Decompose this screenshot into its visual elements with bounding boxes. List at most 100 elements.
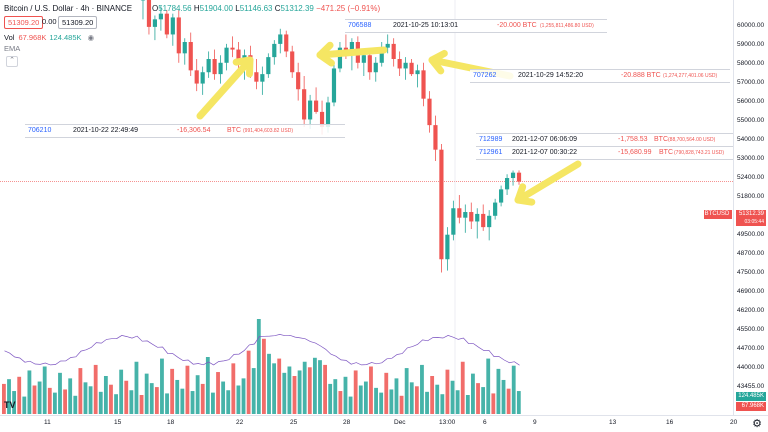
volume-value-2: 124.485K — [49, 33, 82, 42]
trade-time: 2021-12-07 06:06:09 — [512, 136, 577, 143]
symbol-title[interactable]: Bitcoin / U.S. Dollar · 4h · BINANCE — [4, 4, 134, 13]
annotation-arrow-1-head — [232, 56, 254, 78]
volume-bar — [195, 375, 200, 414]
high-value: 51904.00 — [199, 4, 233, 13]
volume-bar — [78, 368, 83, 414]
volume-bar — [185, 365, 190, 414]
candle-body — [349, 42, 354, 54]
time-axis[interactable]: 11 15 18 22 25 28 Dec 13:00 6 9 13 16 20 — [0, 415, 768, 432]
price-tick: 44000.00 — [737, 364, 765, 371]
volume-bar — [52, 392, 57, 414]
price-tick: 56000.00 — [737, 98, 765, 105]
candle-body — [302, 89, 307, 120]
volume-bar — [114, 394, 118, 414]
sell-price-box[interactable]: 51309.20 — [4, 16, 44, 29]
volume-bar — [414, 386, 419, 414]
low-value: 51146.63 — [239, 4, 273, 13]
candle-body — [176, 17, 181, 54]
annotation-arrow-4 — [514, 160, 582, 204]
candle-body — [391, 43, 396, 60]
volume-bar — [149, 383, 154, 414]
eye-icon[interactable]: ◉ — [87, 33, 95, 42]
candle-body — [481, 213, 486, 228]
volume-bar — [7, 379, 11, 414]
close-value: 51312.39 — [280, 4, 314, 13]
volume-value-1: 67.968K — [18, 33, 47, 42]
candle-body — [409, 62, 414, 75]
volume-bar — [363, 381, 368, 414]
volume-bar — [2, 383, 6, 414]
trade-id: 706588 — [348, 22, 372, 29]
annotation-arrow-2 — [316, 46, 388, 59]
volume-bar — [384, 372, 389, 414]
candle-body — [290, 51, 295, 73]
volume-bar — [231, 363, 236, 414]
time-tick: 28 — [343, 419, 351, 426]
time-tick: 13:00 — [439, 419, 456, 426]
ohlc-legend: O51784.56 H51904.00 L51146.63 C51312.39 … — [152, 4, 380, 13]
candle-body — [158, 13, 163, 20]
trade-id: 712961 — [479, 149, 503, 156]
candle-body — [397, 59, 402, 69]
volume-bar — [251, 368, 256, 414]
volume-bar — [256, 319, 261, 414]
volume-bar — [277, 358, 282, 414]
volume-bar — [93, 364, 98, 414]
ema-line — [4, 334, 520, 366]
price-tick: 55000.00 — [737, 117, 765, 124]
volume-bar — [226, 390, 231, 414]
volume-bar — [103, 376, 108, 414]
chevron-up-icon: ⌃ — [9, 57, 15, 64]
ema-legend[interactable]: EMA — [4, 44, 21, 53]
bar-countdown: 03:05:44 — [744, 219, 764, 225]
symbol-label[interactable]: Bitcoin / U.S. Dollar · 4h · BINANCE — [4, 4, 133, 13]
candle-body — [152, 19, 158, 27]
current-price-badge: 51312.39 03:05:44 — [736, 210, 766, 226]
candle-body — [272, 43, 277, 58]
gear-icon[interactable]: ⚙ — [752, 418, 762, 430]
buy-price-box[interactable]: 51309.20 — [58, 16, 98, 29]
volume-bar — [394, 378, 399, 414]
trade-time: 2021-10-25 10:13:01 — [393, 22, 458, 29]
volume-bar — [292, 376, 297, 414]
volume-bar — [109, 384, 113, 414]
trade-row-712989: 712989 2021-12-07 06:06:09 -1,758.53 BTC… — [476, 133, 734, 147]
volume-bar — [180, 388, 185, 414]
candle-body — [451, 208, 456, 235]
price-tick: 47500.00 — [737, 269, 765, 276]
collapse-legend-button[interactable]: ⌃ — [6, 56, 18, 67]
volume-bar — [246, 350, 251, 414]
price-axis[interactable]: 60000.00 59000.00 58000.00 57000.00 56000.00… — [733, 0, 768, 416]
volume-bar — [37, 381, 42, 414]
time-tick: 6 — [483, 419, 487, 426]
current-symbol: BTCUSD — [704, 211, 730, 217]
volume-bar — [312, 357, 317, 414]
candle-body — [188, 42, 193, 71]
volume-legend[interactable]: Vol 67.968K 124.485K ◉ — [4, 33, 94, 42]
volume-bar — [333, 379, 338, 414]
time-tick: 16 — [666, 419, 674, 426]
bid-price: 51309.20 — [8, 18, 40, 27]
volume-bar — [491, 393, 496, 414]
annotation-arrow-3-head — [428, 49, 448, 75]
volume-bar — [374, 387, 378, 414]
price-tick: 45500.00 — [737, 326, 765, 333]
volume-bar — [32, 385, 37, 414]
volume-bar — [476, 383, 480, 414]
volume-bar — [58, 372, 62, 414]
candle-body — [218, 62, 223, 75]
volume-bar — [501, 379, 506, 414]
volume-bar — [460, 361, 465, 414]
volume-bar — [506, 388, 511, 414]
trade-row-706588: 706588 2021-10-25 10:13:01 -20.000 BTC (… — [345, 19, 607, 33]
trade-amount-unit: BTC — [654, 136, 668, 143]
tradingview-logo[interactable]: TV — [4, 400, 16, 410]
volume-bar — [435, 384, 440, 414]
candle-body — [224, 47, 229, 63]
volume-bar — [481, 387, 486, 414]
volume-bar — [343, 376, 348, 414]
volume-bar — [236, 385, 241, 414]
trade-usd: (1,255,811,486.80 USD) — [540, 23, 594, 29]
